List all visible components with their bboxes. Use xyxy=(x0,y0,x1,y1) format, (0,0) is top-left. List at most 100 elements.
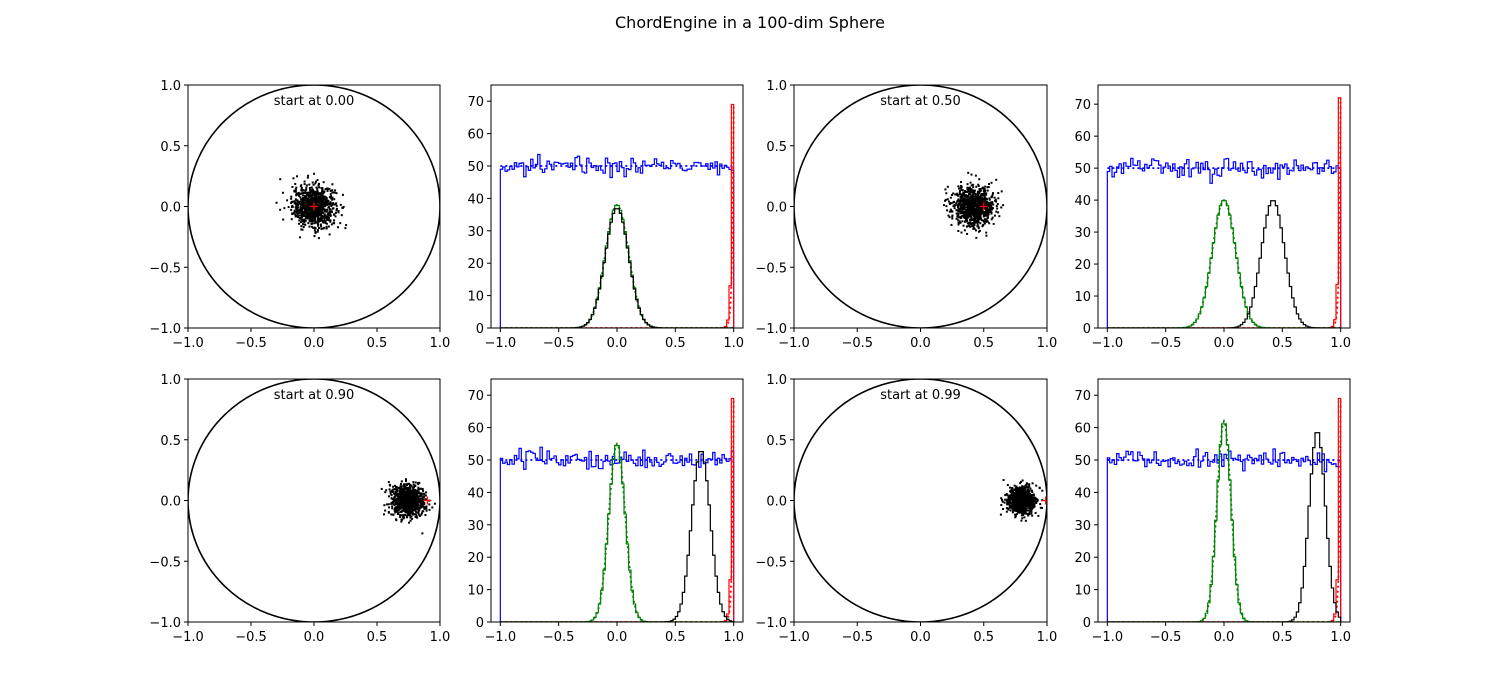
sample-point xyxy=(300,209,303,212)
sample-point xyxy=(387,503,390,506)
sample-point xyxy=(403,496,406,499)
sample-point xyxy=(955,209,958,212)
start-annotation: start at 0.50 xyxy=(880,94,961,109)
sample-point xyxy=(953,200,956,203)
sample-point xyxy=(994,198,997,201)
sample-point xyxy=(955,212,958,215)
hist-4-panel: −1.0 −0.5 0.0 0.5 1.0 0 10 20 30 40 50 60 70 xyxy=(1074,378,1351,645)
sample-point xyxy=(974,229,977,232)
sample-point xyxy=(417,491,420,494)
sample-point xyxy=(1025,496,1028,499)
sample-point xyxy=(1026,491,1029,494)
sample-point xyxy=(304,190,307,193)
sample-point xyxy=(286,199,289,202)
sample-point xyxy=(1018,497,1021,500)
scatter-3-panel: start at 0.90 −1.0 −0.5 0.0 0.5 1.0 −1.0 −0.5 0.… xyxy=(149,373,450,645)
sample-point xyxy=(306,193,309,196)
sample-point xyxy=(310,212,313,215)
histogram-series xyxy=(500,397,735,622)
sample-point xyxy=(391,490,394,493)
sample-point xyxy=(1019,506,1022,509)
scatter-2-plot-area xyxy=(794,85,1047,328)
sample-point xyxy=(997,197,1000,200)
sample-point xyxy=(322,204,325,207)
sample-point xyxy=(1000,190,1003,193)
sample-point xyxy=(383,504,386,507)
sample-point xyxy=(977,216,980,219)
sample-point xyxy=(970,198,973,201)
sample-point xyxy=(337,226,340,229)
sample-point xyxy=(315,196,318,199)
sample-point xyxy=(397,493,400,496)
sample-point xyxy=(312,198,315,201)
sample-point xyxy=(309,194,312,197)
sample-point xyxy=(968,209,971,212)
sample-point xyxy=(1015,485,1018,488)
sample-point xyxy=(980,199,983,202)
sample-point xyxy=(300,184,303,187)
sample-point xyxy=(1008,486,1011,489)
sample-point xyxy=(987,213,990,216)
y-tick-label: 1.0 xyxy=(766,79,787,94)
sample-point xyxy=(408,510,411,513)
sample-point xyxy=(400,501,403,504)
sample-point xyxy=(418,514,421,517)
sample-point xyxy=(331,191,334,194)
sample-point xyxy=(1019,482,1022,485)
sample-point xyxy=(290,197,293,200)
sample-point xyxy=(951,214,954,217)
sample-point xyxy=(1000,206,1003,209)
sample-point xyxy=(419,487,422,490)
histogram-series xyxy=(500,445,734,622)
sample-point xyxy=(1023,499,1026,502)
sample-point xyxy=(1028,485,1031,488)
sample-point xyxy=(334,189,337,192)
sample-point xyxy=(394,502,397,505)
sample-point xyxy=(324,208,327,211)
sample-point xyxy=(1006,501,1009,504)
sample-point xyxy=(969,206,972,209)
sample-point xyxy=(1023,485,1026,488)
sample-point xyxy=(303,180,306,183)
sample-point xyxy=(322,196,325,199)
sample-point xyxy=(982,187,985,190)
sample-point xyxy=(1019,486,1022,489)
sample-point xyxy=(333,222,336,225)
sample-point xyxy=(302,205,305,208)
sample-point xyxy=(399,501,402,504)
sample-point xyxy=(1022,507,1025,510)
sample-point xyxy=(974,192,977,195)
sample-point xyxy=(411,491,414,494)
sample-point xyxy=(305,195,308,198)
start-marker xyxy=(310,202,318,211)
sample-point xyxy=(298,195,301,198)
sample-point xyxy=(291,205,294,208)
sample-point xyxy=(314,204,317,207)
sample-point xyxy=(1027,509,1030,512)
sample-point xyxy=(981,208,984,211)
sample-point xyxy=(970,210,973,213)
sample-point xyxy=(950,193,953,196)
sample-point xyxy=(419,494,422,497)
sample-point xyxy=(1011,502,1014,505)
sample-point xyxy=(407,488,410,491)
sample-point xyxy=(994,199,997,202)
sample-point xyxy=(296,175,299,178)
sample-point xyxy=(986,186,989,189)
x-tick-label: −0.5 xyxy=(841,336,873,351)
sample-point xyxy=(301,216,304,219)
sample-point xyxy=(1014,506,1017,509)
sample-point xyxy=(972,225,975,228)
sample-point xyxy=(957,221,960,224)
sample-point xyxy=(328,202,331,205)
sample-point xyxy=(317,227,320,230)
sample-point xyxy=(305,202,308,205)
x-tick-label: 1.0 xyxy=(1330,630,1351,645)
sample-point xyxy=(329,195,332,198)
sample-point xyxy=(307,213,310,216)
sample-point xyxy=(294,214,297,217)
sample-point xyxy=(974,174,977,177)
sample-point xyxy=(991,193,994,196)
sample-point xyxy=(967,204,970,207)
sample-point xyxy=(420,502,423,505)
